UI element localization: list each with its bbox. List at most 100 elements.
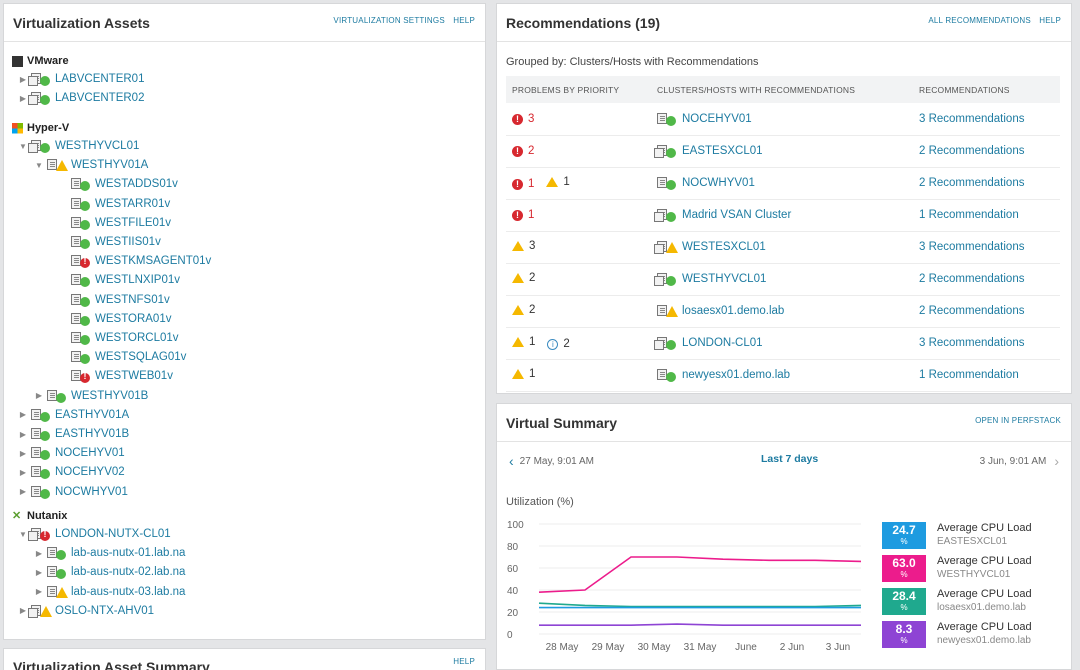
table-row[interactable]: ! 1 1 NOCWHYV01 2 Recommendations	[506, 167, 1060, 200]
tree-item-label[interactable]: WESTARR01v	[95, 197, 171, 210]
tree-item[interactable]: ▶ lab-aus-nutx-03.lab.na	[34, 583, 185, 601]
tree-item-label[interactable]: EASTHYV01A	[55, 408, 130, 421]
expand-arrow-icon[interactable]: ▶	[19, 606, 27, 616]
all-recommendations-link[interactable]: ALL RECOMMENDATIONS	[928, 16, 1031, 25]
host-link[interactable]: WESTESXCL01	[682, 241, 766, 253]
recommendations-link[interactable]: 1 Recommendation	[919, 209, 1019, 221]
tree-item-label[interactable]: WESTHYV01B	[71, 389, 149, 402]
table-row[interactable]: 2 WESTHYVCL01 2 Recommendations	[506, 263, 1060, 296]
expand-arrow-icon[interactable]: ▶	[19, 410, 27, 420]
tree-item-label[interactable]: WESTLNXIP01v	[95, 274, 180, 287]
help-link[interactable]: HELP	[453, 657, 475, 666]
tree-item[interactable]: ▶ LABVCENTER01	[18, 70, 144, 88]
tree-item[interactable]: ▼ LONDON-NUTX-CL01	[18, 525, 171, 543]
table-row[interactable]: 3 WESTESXCL01 3 Recommendations	[506, 231, 1060, 264]
tree-item-label[interactable]: WESTHYVCL01	[55, 140, 140, 152]
tree-item[interactable]: ▶WESTFILE01v	[58, 214, 171, 232]
series-line[interactable]	[538, 602, 862, 608]
tree-item-label[interactable]: lab-aus-nutx-02.lab.na	[71, 566, 186, 579]
tree-item-label[interactable]: NOCEHYV02	[55, 466, 125, 479]
column-header-hosts[interactable]: CLUSTERS/HOSTS WITH RECOMMENDATIONS	[651, 76, 913, 103]
tree-item[interactable]: ▶ EASTHYV01A	[18, 406, 129, 424]
table-row[interactable]: ! 1 Madrid VSAN Cluster 1 Recommendation	[506, 199, 1060, 232]
tree-item[interactable]: ▶WESTLNXIP01v	[58, 271, 180, 289]
tree-item-label[interactable]: WESTFILE01v	[95, 216, 172, 229]
tree-item[interactable]: ▶ NOCEHYV01	[18, 444, 125, 462]
column-header-problems[interactable]: PROBLEMS BY PRIORITY	[506, 76, 651, 103]
tree-item[interactable]: ▶ LABVCENTER02	[18, 89, 144, 107]
host-link[interactable]: EASTESXCL01	[682, 145, 763, 157]
expand-arrow-icon[interactable]: ▶	[19, 429, 27, 439]
recommendations-link[interactable]: 2 Recommendations	[919, 273, 1025, 285]
tree-item-label[interactable]: NOCEHYV01	[55, 447, 125, 460]
recommendations-link[interactable]: 2 Recommendations	[919, 305, 1025, 317]
help-link[interactable]: HELP	[1039, 16, 1061, 25]
expand-arrow-icon[interactable]: ▶	[35, 567, 43, 577]
tree-item[interactable]: ▶WESTSQLAG01v	[58, 348, 186, 366]
tree-item[interactable]: ▶ NOCEHYV02	[18, 463, 125, 481]
host-link[interactable]: newyesx01.demo.lab	[682, 369, 791, 381]
chevron-left-icon[interactable]: ‹	[509, 453, 514, 469]
tree-item[interactable]: ▶WESTWEB01v	[58, 367, 173, 385]
table-row[interactable]: 2 losaesx01.demo.lab 2 Recommendations	[506, 295, 1060, 328]
open-in-perfstack-link[interactable]: OPEN IN PERFSTACK	[975, 416, 1061, 425]
expand-arrow-icon[interactable]: ▶	[19, 74, 27, 84]
tree-item[interactable]: ▶ EASTHYV01B	[18, 425, 129, 443]
tree-item-label[interactable]: WESTWEB01v	[95, 370, 173, 383]
host-link[interactable]: losaesx01.demo.lab	[682, 305, 785, 317]
expand-arrow-icon[interactable]: ▶	[19, 448, 27, 458]
column-header-recommendations[interactable]: RECOMMENDATIONS	[913, 76, 1060, 103]
tree-item-label[interactable]: WESTHYV01A	[71, 159, 149, 172]
tree-item[interactable]: ▶ NOCWHYV01	[18, 483, 128, 501]
host-link[interactable]: WESTHYVCL01	[682, 273, 767, 285]
expand-arrow-icon[interactable]: ▶	[19, 467, 27, 477]
tree-item[interactable]: ▶WESTIIS01v	[58, 233, 161, 251]
host-link[interactable]: NOCWHYV01	[682, 177, 755, 189]
virtualization-settings-link[interactable]: VIRTUALIZATION SETTINGS	[333, 16, 445, 25]
legend-item[interactable]: 24.7% Average CPU Load EASTESXCL01	[882, 522, 1071, 555]
expand-arrow-icon[interactable]: ▶	[19, 487, 27, 497]
host-link[interactable]: NOCEHYV01	[682, 112, 752, 125]
tree-item-label[interactable]: LABVCENTER02	[55, 92, 145, 105]
help-link[interactable]: HELP	[453, 16, 475, 25]
host-link[interactable]: LONDON-CL01	[682, 337, 763, 349]
tree-item-label[interactable]: WESTSQLAG01v	[95, 351, 187, 364]
expand-arrow-icon[interactable]: ▶	[35, 587, 43, 597]
recommendations-link[interactable]: 2 Recommendations	[919, 177, 1025, 189]
tree-item-label[interactable]: lab-aus-nutx-01.lab.na	[71, 547, 186, 560]
collapse-arrow-icon[interactable]: ▼	[35, 160, 43, 170]
recommendations-link[interactable]: 3 Recommendations	[919, 112, 1025, 125]
tree-item-label[interactable]: WESTKMSAGENT01v	[95, 255, 212, 268]
tree-item-label[interactable]: WESTADDS01v	[95, 178, 178, 191]
tree-item-label[interactable]: WESTIIS01v	[95, 236, 161, 248]
legend-item[interactable]: 8.3% Average CPU Load newyesx01.demo.lab	[882, 621, 1071, 654]
tree-item-label[interactable]: WESTORCL01v	[95, 332, 179, 344]
table-row[interactable]: ! 2 EASTESXCL01 2 Recommendations	[506, 135, 1060, 168]
recommendations-link[interactable]: 3 Recommendations	[919, 241, 1025, 253]
recommendations-link[interactable]: 2 Recommendations	[919, 145, 1025, 157]
tree-item[interactable]: ▶ lab-aus-nutx-02.lab.na	[34, 563, 185, 581]
legend-item[interactable]: 28.4% Average CPU Load losaesx01.demo.lab	[882, 588, 1071, 621]
table-row[interactable]: 1 newyesx01.demo.lab 1 Recommendation	[506, 359, 1060, 392]
tree-item-label[interactable]: WESTORA01v	[95, 312, 172, 325]
table-row[interactable]: 1 i 2 LONDON-CL01 3 Recommendations	[506, 327, 1060, 360]
tree-item-label[interactable]: LABVCENTER01	[55, 73, 145, 85]
tree-item[interactable]: ▶WESTADDS01v	[58, 175, 178, 193]
tree-item-label[interactable]: NOCWHYV01	[55, 485, 128, 498]
tree-item[interactable]: ▼ WESTHYV01A	[34, 156, 148, 174]
tree-item-label[interactable]: EASTHYV01B	[55, 428, 130, 440]
expand-arrow-icon[interactable]: ▶	[35, 391, 43, 401]
series-line[interactable]	[538, 556, 862, 593]
collapse-arrow-icon[interactable]: ▼	[19, 141, 27, 151]
range-preset[interactable]: Last 7 days	[761, 453, 819, 465]
tree-item[interactable]: ▶ lab-aus-nutx-01.lab.na	[34, 544, 185, 562]
tree-item[interactable]: ▶WESTORCL01v	[58, 329, 179, 347]
recommendations-link[interactable]: 3 Recommendations	[919, 337, 1025, 349]
chevron-right-icon[interactable]: ›	[1054, 453, 1059, 469]
tree-item[interactable]: ▶ OSLO-NTX-AHV01	[18, 602, 154, 620]
collapse-arrow-icon[interactable]: ▼	[19, 529, 27, 539]
tree-item[interactable]: ▶WESTKMSAGENT01v	[58, 252, 211, 270]
table-row[interactable]: ! 3 NOCEHYV01 3 Recommendations	[506, 103, 1060, 136]
tree-item-label[interactable]: lab-aus-nutx-03.lab.na	[71, 585, 186, 598]
tree-item[interactable]: ▼ WESTHYVCL01	[18, 137, 139, 155]
